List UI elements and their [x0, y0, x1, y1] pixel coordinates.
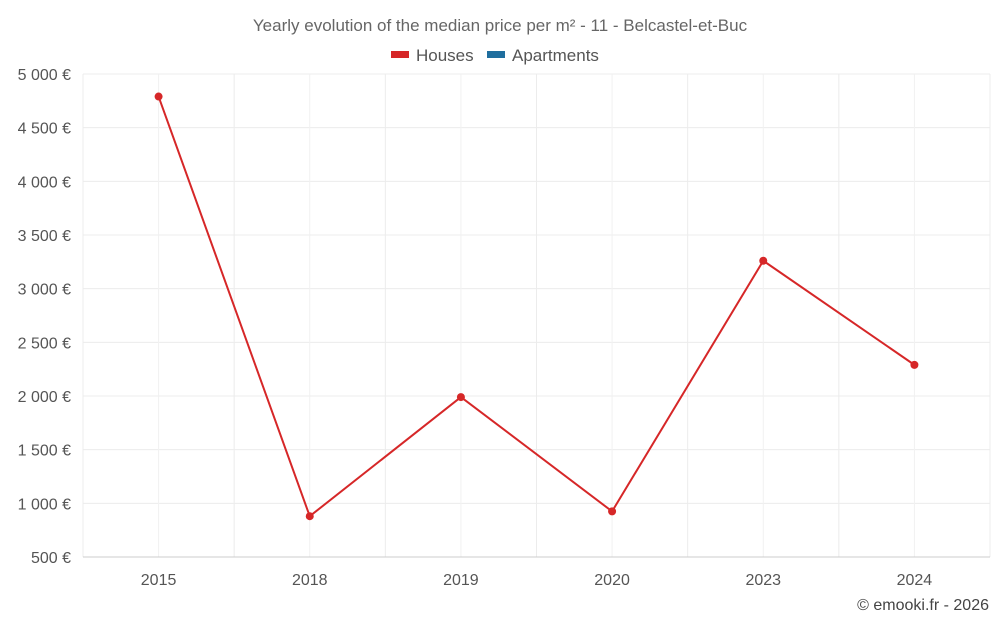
data-point-houses-2024[interactable] — [910, 360, 919, 369]
grid — [82, 73, 991, 558]
y-tick-label: 4 000 € — [18, 174, 71, 191]
y-tick-label: 500 € — [31, 550, 71, 567]
x-tick-label: 2020 — [594, 572, 630, 589]
y-tick-label: 1 000 € — [18, 496, 71, 513]
y-tick-label: 3 000 € — [18, 282, 71, 299]
data-point-houses-2015[interactable] — [154, 92, 163, 101]
y-axis: 500 € 1 000 € 1 500 € 2 000 € 2 500 € 3 000 €… — [18, 67, 71, 567]
data-point-houses-2023[interactable] — [759, 256, 768, 265]
x-tick-label: 2018 — [292, 572, 328, 589]
legend-swatch-apartments — [487, 51, 505, 58]
chart-title: Yearly evolution of the median price per… — [253, 16, 748, 35]
x-axis: 2015 2018 2019 2020 2023 2024 — [83, 556, 990, 589]
legend-item-apartments[interactable]: Apartments — [487, 46, 599, 65]
legend-label-houses: Houses — [416, 46, 474, 65]
legend-swatch-houses — [391, 51, 409, 58]
y-tick-label: 5 000 € — [18, 67, 71, 84]
credit-text: © emooki.fr - 2026 — [857, 597, 989, 614]
data-point-houses-2018[interactable] — [305, 512, 314, 521]
x-tick-label: 2024 — [897, 572, 933, 589]
x-tick-label: 2015 — [141, 572, 177, 589]
y-tick-label: 2 000 € — [18, 389, 71, 406]
y-tick-label: 3 500 € — [18, 228, 71, 245]
data-point-houses-2020[interactable] — [608, 507, 617, 516]
series-line-houses — [157, 96, 915, 518]
x-tick-label: 2023 — [745, 572, 781, 589]
x-tick-label: 2019 — [443, 572, 479, 589]
y-tick-label: 2 500 € — [18, 335, 71, 352]
plot-area — [154, 92, 919, 521]
y-tick-label: 1 500 € — [18, 443, 71, 460]
legend-label-apartments: Apartments — [512, 46, 599, 65]
y-tick-label: 4 500 € — [18, 121, 71, 138]
legend: Houses Apartments — [391, 46, 599, 65]
legend-item-houses[interactable]: Houses — [391, 46, 474, 65]
data-point-houses-2019[interactable] — [456, 393, 465, 402]
